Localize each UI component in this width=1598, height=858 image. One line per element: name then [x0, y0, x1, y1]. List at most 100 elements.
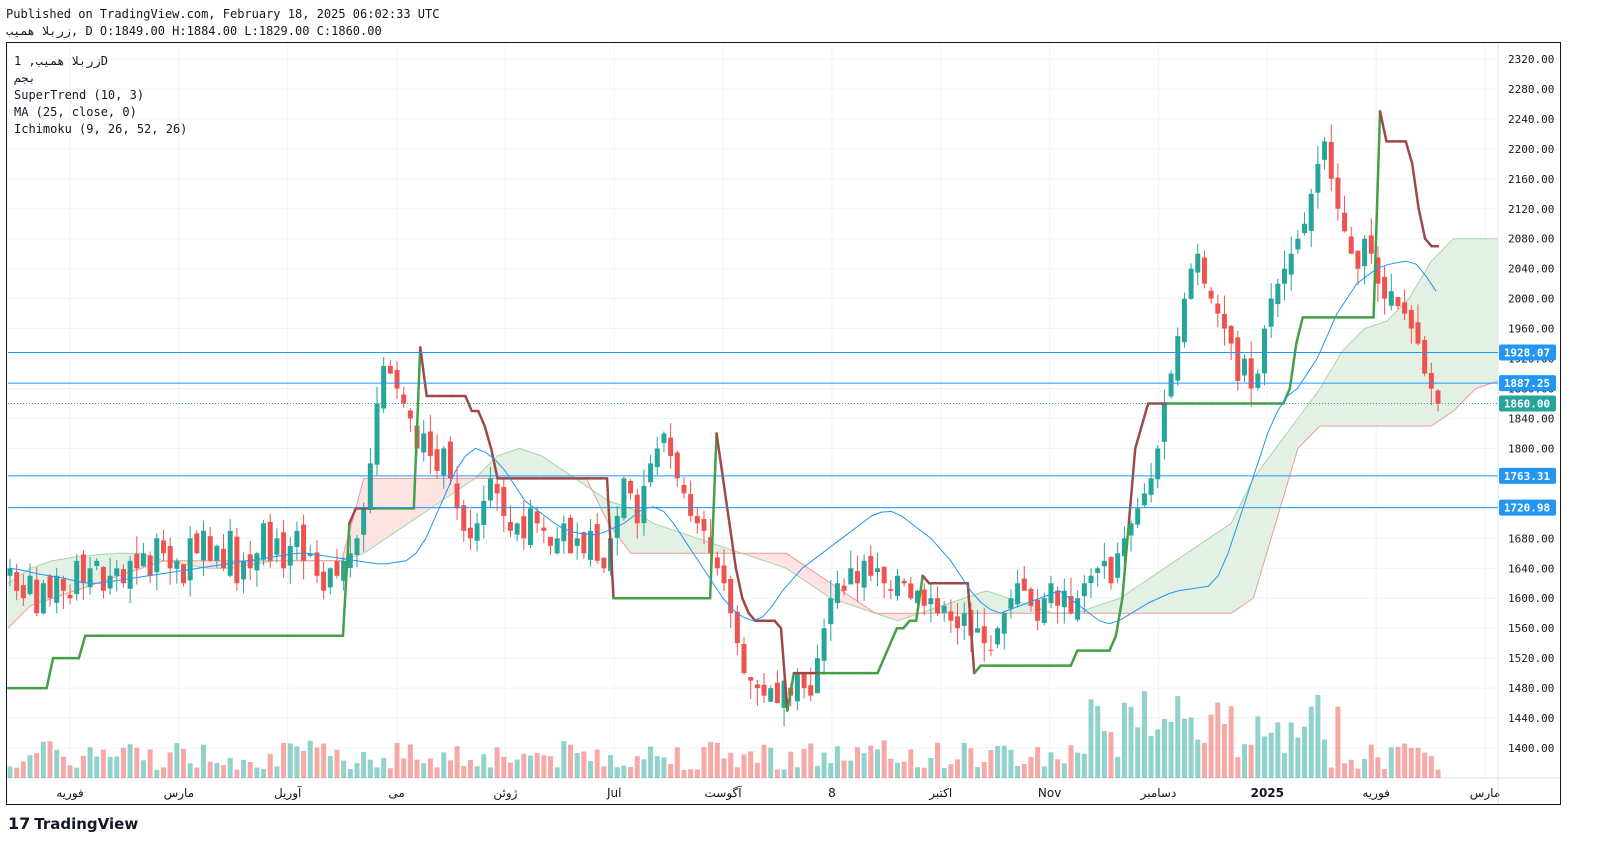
ichimoku-cloud-segment — [541, 455, 564, 479]
candle-body — [794, 673, 800, 702]
supertrend-segment — [1069, 649, 1079, 667]
volume-bar — [40, 741, 46, 778]
volume-bar — [628, 766, 634, 778]
ichimoku-cloud-segment — [363, 478, 387, 554]
volume-bar — [834, 746, 840, 778]
candle-body — [1415, 322, 1421, 344]
candle-body — [40, 583, 46, 614]
chart-frame[interactable] — [6, 42, 1561, 805]
volume-bar — [1402, 743, 1408, 778]
supertrend-segment — [1108, 634, 1118, 652]
volume-bar — [1095, 705, 1101, 778]
candle-body — [701, 519, 707, 531]
candle-body — [394, 369, 400, 389]
volume-bar — [915, 767, 921, 778]
volume-bar — [961, 742, 967, 778]
candle-body — [694, 515, 700, 524]
candle-body — [1201, 257, 1207, 284]
level-price-tag — [1499, 467, 1556, 484]
volume-bar — [1315, 694, 1321, 778]
candle-body — [294, 530, 300, 548]
volume-bar — [1135, 727, 1141, 778]
candle-body — [708, 537, 714, 554]
volume-bar — [154, 769, 160, 778]
candle-body — [1228, 326, 1234, 344]
x-tick-label: 8 — [828, 786, 836, 800]
volume-bar — [67, 765, 73, 778]
legend-ichimoku[interactable]: Ichimoku (9, 26, 52, 26) — [14, 122, 188, 136]
ichimoku-cloud-segment — [1164, 553, 1187, 614]
volume-bar — [1415, 747, 1421, 778]
volume-bar — [1115, 756, 1121, 778]
volume-bar — [661, 757, 667, 778]
volume-bar — [521, 753, 527, 778]
volume-bar — [281, 742, 287, 778]
volume-bar — [648, 746, 654, 778]
candle-body — [467, 527, 473, 539]
candle-body — [988, 649, 994, 651]
ichimoku-cloud-segment — [1208, 523, 1232, 614]
ichimoku-cloud-segment — [1186, 538, 1209, 614]
volume-bar — [1215, 702, 1221, 778]
volume-bar — [694, 769, 700, 778]
candle-body — [1128, 523, 1134, 536]
volume-bar — [1288, 722, 1294, 778]
supertrend-segment — [419, 346, 428, 398]
candle-body — [1355, 250, 1361, 269]
candle-body — [154, 538, 160, 573]
candle-body — [1068, 596, 1074, 614]
candle-body — [67, 594, 73, 599]
candle-body — [1428, 372, 1434, 389]
volume-bar — [1435, 769, 1441, 778]
supertrend-segment — [972, 664, 982, 675]
y-tick-label: 2040.00 — [1508, 263, 1554, 276]
volume-bar — [688, 769, 694, 778]
legend-ma[interactable]: MA (25, close, 0) — [14, 105, 137, 119]
volume-bar — [754, 762, 760, 778]
volume-bar — [54, 749, 60, 778]
volume-bar — [554, 767, 560, 778]
candle-body — [594, 524, 600, 561]
legend-supertrend[interactable]: SuperTrend (10, 3) — [14, 88, 145, 102]
volume-bar — [1195, 739, 1201, 778]
x-tick-label: می — [388, 786, 404, 800]
volume-bar — [434, 767, 440, 778]
x-tick-label: آوریل — [274, 785, 302, 801]
volume-bar — [1362, 758, 1368, 778]
candle-body — [1075, 598, 1081, 620]
candle-body — [1148, 478, 1154, 495]
legend-symbol[interactable]: زربلا همیب, 1D — [14, 54, 108, 68]
volume-bar — [74, 767, 80, 778]
volume-bar — [481, 754, 487, 778]
published-line: Published on TradingView.com, February 1… — [6, 7, 440, 21]
supertrend-segment — [489, 447, 499, 480]
volume-bar — [127, 744, 133, 778]
volume-bar — [134, 747, 140, 778]
volume-bar — [374, 767, 380, 778]
volume-bar — [814, 766, 820, 778]
volume-bar — [634, 756, 640, 778]
y-tick-label: 2320.00 — [1508, 53, 1554, 66]
level-price-tag — [1499, 344, 1556, 361]
supertrend-segment — [882, 641, 892, 660]
volume-bar — [1282, 753, 1288, 778]
volume-bar — [354, 763, 360, 778]
candle-body — [808, 685, 814, 696]
x-tick-label: آگوست — [705, 785, 743, 801]
volume-bar — [674, 747, 680, 778]
ichimoku-cloud-segment — [208, 560, 231, 569]
candle-body — [881, 566, 887, 584]
volume-bar — [334, 749, 340, 778]
candle-body — [574, 538, 580, 546]
volume-bar — [1041, 766, 1047, 778]
candle-body — [1288, 253, 1294, 275]
candle-body — [494, 483, 500, 494]
volume-bar — [1322, 739, 1328, 778]
tradingview-logo[interactable]: 17 TradingView — [8, 814, 138, 833]
volume-bar — [681, 769, 687, 778]
candle-body — [481, 500, 487, 525]
volume-bar — [841, 760, 847, 778]
ichimoku-cloud-segment — [1386, 298, 1410, 426]
ichimoku-cloud-segment — [1275, 418, 1298, 524]
